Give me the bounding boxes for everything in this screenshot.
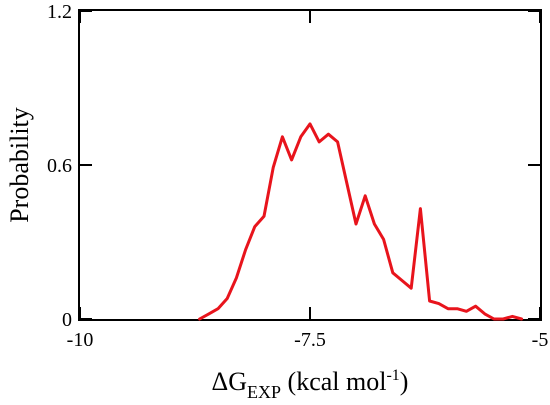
plot-frame: [78, 9, 542, 321]
series-line: [198, 122, 524, 321]
y-tick-label: 0: [62, 309, 72, 331]
x-tick-label: -5: [532, 329, 549, 351]
x-tick-label: -10: [67, 329, 94, 351]
x-axis-title: ΔGEXP (kcal mol-1): [212, 367, 409, 402]
x-axis-title-superscript: -1: [386, 367, 399, 384]
x-axis-title-subscript: EXP: [247, 382, 281, 402]
x-axis-title-unit: (kcal mol: [281, 367, 386, 396]
x-axis-ticks: -10 -7.5 -5: [67, 11, 549, 351]
x-axis-title-close: ): [400, 367, 409, 396]
x-axis-title-main: ΔG: [212, 367, 248, 396]
y-tick-label: 1.2: [47, 1, 72, 23]
y-axis-title: Probability: [5, 107, 34, 223]
series-layer: [198, 122, 524, 321]
x-tick-label: -7.5: [294, 329, 326, 351]
y-tick-label: 0.6: [47, 155, 72, 177]
y-axis-ticks: 0 0.6 1.2: [47, 1, 540, 331]
